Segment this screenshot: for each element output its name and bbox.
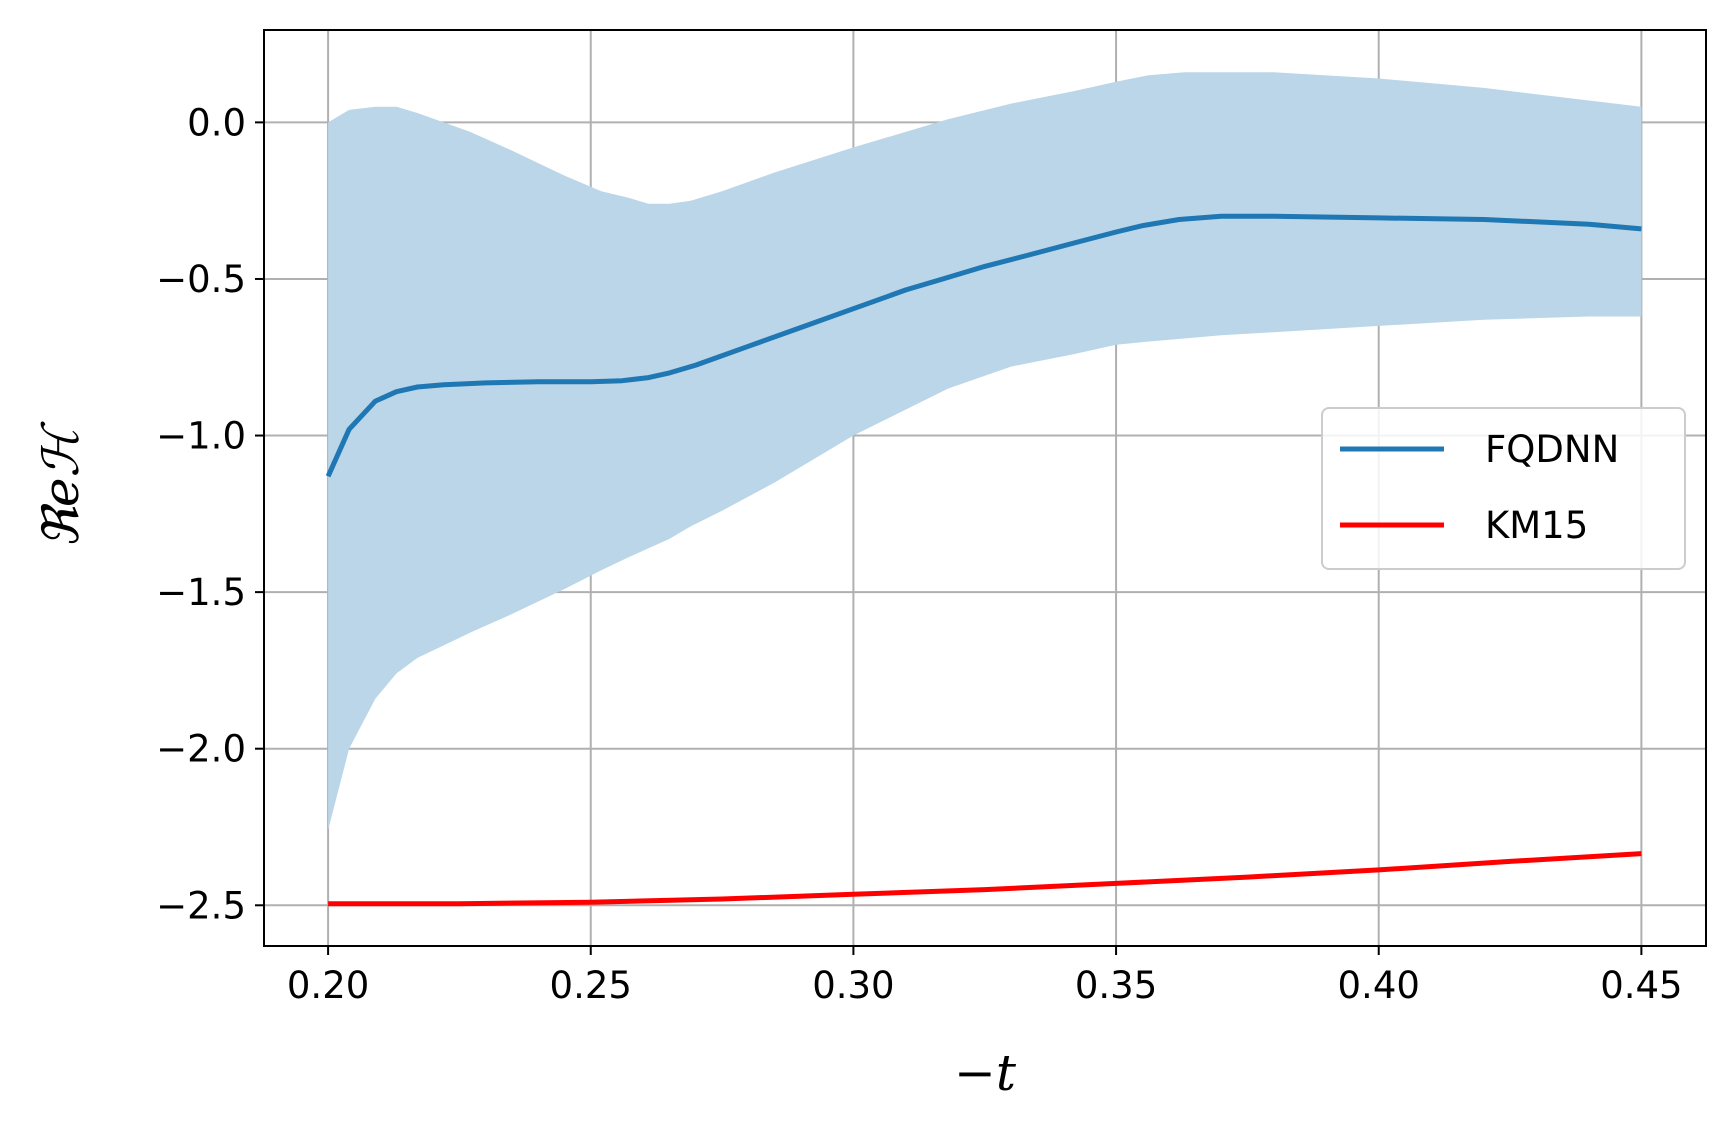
uncertainty-band-layer <box>328 72 1642 831</box>
x-tick-label: 0.40 <box>1338 964 1420 1007</box>
x-tick-label: 0.20 <box>287 964 369 1007</box>
y-tick-label: 0.0 <box>187 101 246 144</box>
y-tick-label: −1.5 <box>156 571 246 614</box>
y-tick-label: −2.5 <box>156 884 246 927</box>
x-tick-label: 0.35 <box>1075 964 1157 1007</box>
plot-frame <box>263 29 1707 947</box>
y-axis-label: ℜeℋ <box>32 421 90 548</box>
series-lines <box>325 213 1642 907</box>
legend-label-fqdnn: FQDNN <box>1485 428 1619 471</box>
km15-series-line <box>328 851 1642 907</box>
legend: FQDNN KM15 <box>1321 407 1686 570</box>
x-tick-label: 0.30 <box>812 964 894 1007</box>
x-axis-label: −t <box>954 1044 1017 1102</box>
axis-ticks: 0.20 0.25 0.30 0.35 0.40 0.45 0.0 −0.5 −1.0 −1.5 −… <box>156 101 1682 1007</box>
legend-label-km15: KM15 <box>1485 504 1588 547</box>
x-tick-label: 0.45 <box>1600 964 1682 1007</box>
y-tick-label: −0.5 <box>156 258 246 301</box>
fqdnn-series-line <box>325 213 1642 478</box>
y-tick-label: −1.0 <box>156 415 246 458</box>
y-tick-label: −2.0 <box>156 728 246 771</box>
x-tick-label: 0.25 <box>550 964 632 1007</box>
fqdnn-uncertainty-band <box>328 72 1642 831</box>
